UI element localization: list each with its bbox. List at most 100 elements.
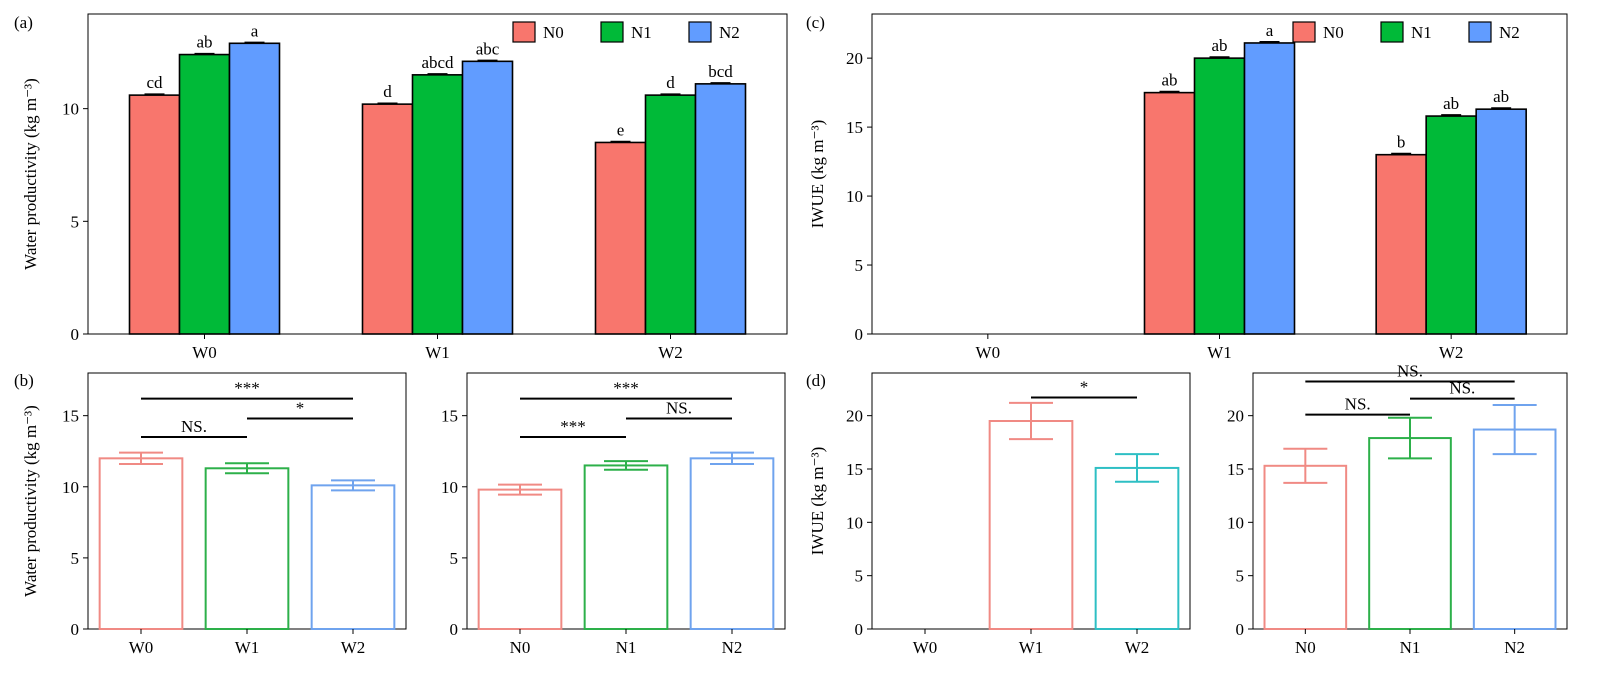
y-tick-label: 5 — [1236, 567, 1245, 586]
bar-N2-W1 — [461, 60, 514, 335]
error-bar — [1492, 404, 1537, 456]
bar-N1-W2 — [644, 94, 697, 335]
legend-swatch-N2 — [688, 21, 712, 43]
y-tick-label: 0 — [71, 325, 80, 344]
x-tick-label: W0 — [913, 638, 938, 657]
x-tick-label: N0 — [1295, 638, 1316, 657]
significance-letter: bcd — [708, 62, 733, 81]
panel-d2: 0 5 10 15 20 NS. NS. NS. N0 N1 N2 — [1227, 362, 1568, 657]
significance-letter: abc — [476, 39, 500, 58]
significance-letter: ab — [1493, 87, 1509, 106]
bar-N1-W0 — [178, 53, 231, 335]
error-bar — [1388, 416, 1432, 460]
legend-label: N1 — [1411, 23, 1432, 42]
significance-letter: e — [617, 121, 625, 140]
error-bar — [1115, 453, 1159, 483]
y-tick-label: 0 — [1236, 620, 1245, 639]
significance-letter: a — [1266, 21, 1274, 40]
x-tick-label: N1 — [1400, 638, 1421, 657]
legend-label: N2 — [719, 23, 740, 42]
significance-letter: cd — [146, 73, 163, 92]
legend-swatch-N0 — [1292, 21, 1316, 43]
y-tick-label: 5 — [855, 256, 864, 275]
y-tick-label: 20 — [1227, 407, 1244, 426]
bar-N0 — [477, 488, 563, 630]
x-tick-label: W2 — [341, 638, 366, 657]
x-tick-label: N1 — [616, 638, 637, 657]
bar-N1-W1 — [1193, 57, 1246, 335]
panel-label: (b) — [14, 371, 34, 390]
bar-N2 — [689, 457, 775, 631]
bar-N1-W2 — [1425, 115, 1477, 335]
y-tick-label: 0 — [450, 620, 459, 639]
significance-marker: *** — [560, 417, 586, 436]
x-tick-label: W0 — [976, 343, 1001, 362]
bar-N1-W1 — [411, 74, 464, 335]
x-tick-label: W2 — [1125, 638, 1150, 657]
y-tick-label: 10 — [1227, 513, 1244, 532]
y-tick-label: 5 — [855, 567, 864, 586]
x-tick-label: W1 — [1207, 343, 1232, 362]
significance-letter: ab — [196, 33, 212, 52]
bar-N0-W0 — [128, 94, 181, 335]
legend-swatch-N1 — [600, 21, 624, 43]
significance-letter: d — [383, 82, 392, 101]
bar-N2-W0 — [228, 42, 281, 335]
y-tick-label: 20 — [846, 407, 863, 426]
y-axis-label: Water productivity (kg m⁻³) — [21, 405, 40, 597]
significance-marker: NS. — [1345, 395, 1371, 414]
panel-d1: 0 5 10 15 20 IWUE (kg m⁻³) (d) * W0 W1 W2 — [806, 371, 1191, 657]
significance-marker: NS. — [666, 399, 692, 418]
error-bar — [498, 483, 542, 496]
significance-letter: d — [666, 73, 675, 92]
error-bar — [225, 462, 269, 475]
y-tick-label: 10 — [441, 478, 458, 497]
y-tick-label: 20 — [846, 49, 863, 68]
x-tick-label: W0 — [129, 638, 154, 657]
significance-letter: abcd — [421, 53, 454, 72]
error-bar — [604, 460, 648, 471]
significance-marker: *** — [234, 379, 260, 398]
y-tick-label: 10 — [62, 478, 79, 497]
significance-marker: NS. — [1449, 379, 1475, 398]
bar-N2-W2 — [694, 83, 747, 335]
bar-N0-W2 — [1375, 153, 1427, 335]
error-bar — [710, 451, 754, 466]
legend-label: N2 — [1499, 23, 1520, 42]
y-tick-label: 0 — [855, 620, 864, 639]
legend-swatch-N2 — [1468, 21, 1492, 43]
error-bar — [1283, 447, 1328, 484]
bar-N1 — [1368, 437, 1452, 631]
x-tick-label: N2 — [722, 638, 743, 657]
bar-N2-W2 — [1475, 108, 1527, 335]
legend: N0 N1 N2 — [1292, 21, 1520, 43]
x-tick-label: W1 — [1019, 638, 1044, 657]
x-tick-label: W0 — [192, 343, 217, 362]
panel-label: (c) — [806, 13, 825, 32]
error-bar — [331, 479, 375, 492]
y-tick-label: 0 — [71, 620, 80, 639]
bar-N0-W1 — [1143, 91, 1196, 335]
panel-b1: 0 5 10 15 Water productivity (kg m⁻³) (b) *** N… — [14, 371, 407, 657]
x-tick-label: W2 — [658, 343, 683, 362]
y-tick-label: 15 — [1227, 460, 1244, 479]
panel-label: (d) — [806, 371, 826, 390]
legend-swatch-N1 — [1380, 21, 1404, 43]
y-axis-label: IWUE (kg m⁻³) — [808, 447, 827, 555]
significance-letter: ab — [1211, 36, 1227, 55]
y-tick-label: 15 — [441, 407, 458, 426]
significance-marker: *** — [613, 379, 639, 398]
significance-marker: * — [1080, 378, 1089, 397]
y-tick-label: 0 — [855, 325, 864, 344]
legend-label: N1 — [631, 23, 652, 42]
bar-W1 — [988, 420, 1074, 630]
bar-W2 — [310, 484, 396, 630]
bar-W1 — [204, 467, 290, 630]
bar-N0 — [1263, 464, 1348, 630]
y-tick-label: 5 — [71, 549, 80, 568]
legend: N0 N1 N2 — [512, 21, 740, 43]
bar-N1 — [583, 464, 669, 631]
bar-N0-W2 — [594, 141, 647, 335]
